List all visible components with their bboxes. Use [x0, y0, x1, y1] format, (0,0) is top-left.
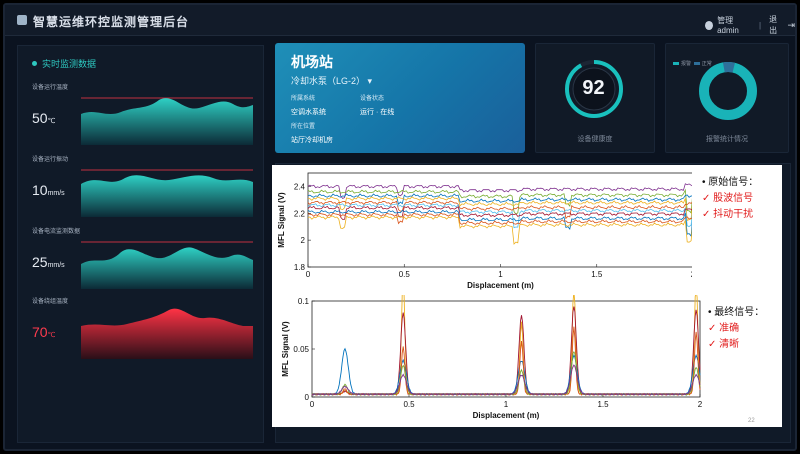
y-axis-label: MFL Signal (V): [277, 192, 286, 248]
logo-icon: [17, 15, 27, 25]
wave-chart: [81, 97, 253, 145]
metric-label: 设备电流监测数据: [32, 229, 81, 235]
ring-caption: 报警统计情况: [706, 136, 748, 143]
x-tick-label: 0: [310, 400, 315, 409]
metric-row-temperature: 设备运行温度 50℃: [18, 84, 263, 152]
x-tick-label: 1.5: [591, 270, 603, 279]
x-tick-label: 1: [498, 270, 503, 279]
wave-chart: [81, 241, 253, 289]
series-line-s2: [307, 188, 692, 215]
score-caption: 设备健康度: [577, 136, 613, 143]
field-value: 空调水系统: [291, 109, 326, 116]
logout-icon[interactable]: ⇥: [787, 19, 795, 30]
exit-button[interactable]: 退出: [769, 15, 778, 35]
metric-value: 25mm/s: [32, 254, 65, 270]
series-line-s7: [307, 205, 692, 220]
series-line-s6: [307, 203, 692, 229]
metric-value: 10mm/s: [32, 182, 65, 198]
series-line-s5: [311, 350, 701, 396]
field-value: 站厅冷却机房: [291, 137, 333, 144]
note-item: ✓ 准确: [708, 323, 740, 334]
x-tick-label: 2: [698, 400, 702, 409]
metric-value: 50℃: [32, 110, 56, 126]
donut-chart: [699, 62, 757, 120]
health-score-card: 92 设备健康度: [535, 43, 655, 153]
field-label: 所属系统: [291, 96, 316, 102]
bullet-icon: [32, 61, 37, 66]
metric-row-vibration: 设备运行振动 10mm/s: [18, 156, 263, 224]
metric-label: 设备运行振动: [32, 157, 69, 163]
wave-chart: [81, 169, 253, 217]
realtime-panel: 实时监测数据 设备运行温度 50℃ 设备运行振动 10mm/s 设备电流监测数据…: [17, 45, 264, 443]
user-name[interactable]: 管理admin: [717, 16, 739, 35]
y-tick-label: 1.8: [294, 263, 306, 272]
final-signal-notes: • 最终信号： ✓ 准确 ✓ 清晰: [708, 305, 764, 353]
signal-slide: 0 0.5 1 1.5 2 1.8 2 2.2 2.4 Displacement (m) MFL S…: [272, 165, 782, 427]
chevron-down-icon: ▾: [367, 76, 373, 86]
series-line-s3: [307, 193, 692, 206]
series-line-s4: [307, 196, 692, 221]
series-line-s9: [307, 212, 692, 225]
station-card[interactable]: 机场站 冷却水泵（LG-2） ▾ 所属系统 空调水系统 设备状态 运行 · 在线…: [275, 43, 525, 153]
legend: 报警 正常: [673, 60, 712, 67]
y-tick-label: 0: [305, 393, 310, 402]
plot-frame: [307, 172, 692, 268]
series-line-s4: [311, 326, 701, 396]
panel-title: 实时监测数据: [32, 57, 96, 70]
series-line-s1: [311, 295, 701, 396]
y-tick-label: 2.4: [294, 182, 306, 191]
wave-chart-alarm: [81, 308, 253, 359]
station-name: 机场站: [291, 54, 333, 70]
y-tick-label: 2: [301, 236, 306, 245]
y-tick-label: 0.1: [298, 297, 310, 306]
note-item: ✓ 股波信号: [702, 193, 754, 204]
metric-label: 设备绕组温度: [32, 299, 69, 305]
score-value: 92: [582, 77, 605, 99]
metric-row-winding-temp: 设备绕组温度 70℃: [18, 298, 263, 366]
series-line-s6: [311, 364, 701, 396]
plot-frame: [311, 300, 701, 398]
series-line-s1: [307, 183, 692, 200]
series-line-s8: [307, 209, 692, 237]
note-bullet: • 最终信号：: [708, 307, 765, 318]
field-label: 设备状态: [360, 96, 385, 102]
y-tick-label: 2.2: [294, 209, 306, 218]
user-area[interactable]: 管理admin | 退出 ⇥: [705, 14, 795, 36]
x-tick-label: 0.5: [399, 270, 411, 279]
slide-page-number: 22: [748, 418, 755, 424]
field-value: 运行 · 在线: [360, 109, 395, 116]
field-label: 所在位置: [291, 124, 316, 130]
x-axis-label: Displacement (m): [473, 411, 540, 420]
user-icon: [705, 20, 714, 30]
x-tick-label: 0.5: [403, 400, 415, 409]
alarm-stats-card: 报警 正常 报警统计情况: [665, 43, 789, 153]
x-tick-label: 0: [306, 270, 311, 279]
x-tick-label: 2: [691, 270, 692, 279]
device-selector[interactable]: 冷却水泵（LG-2） ▾: [291, 76, 373, 86]
metric-label: 设备运行温度: [32, 85, 69, 91]
x-axis-label: Displacement (m): [467, 281, 534, 290]
metric-value: 70℃: [32, 324, 56, 340]
raw-signal-notes: • 原始信号： ✓ 股波信号 ✓ 抖动干扰: [702, 175, 758, 223]
x-tick-label: 1: [504, 400, 509, 409]
top-bar: 智慧运维环控监测管理后台 管理admin | 退出 ⇥: [5, 5, 795, 36]
y-tick-label: 0.05: [293, 345, 309, 354]
app-title: 智慧运维环控监测管理后台: [33, 15, 190, 29]
note-bullet: • 原始信号：: [702, 177, 759, 188]
note-item: ✓ 清晰: [708, 339, 740, 350]
note-item: ✓ 抖动干扰: [702, 209, 754, 220]
score-ring: [565, 60, 623, 118]
x-tick-label: 1.5: [597, 400, 609, 409]
divider: |: [759, 20, 762, 30]
series-line-s3: [311, 347, 701, 396]
metric-row-current: 设备电流监测数据 25mm/s: [18, 228, 263, 296]
series-line-s2: [311, 306, 701, 396]
series-line-s10: [307, 215, 692, 245]
series-line-s5: [307, 200, 692, 220]
final-signal-chart: 0 0.5 1 1.5 2 0 0.05 0.1 Displacement (m) MFL Sig…: [281, 295, 702, 420]
y-axis-label: MFL Signal (V): [281, 321, 290, 377]
raw-signal-chart: 0 0.5 1 1.5 2 1.8 2 2.2 2.4 Displacement (m) MFL S…: [277, 172, 692, 290]
